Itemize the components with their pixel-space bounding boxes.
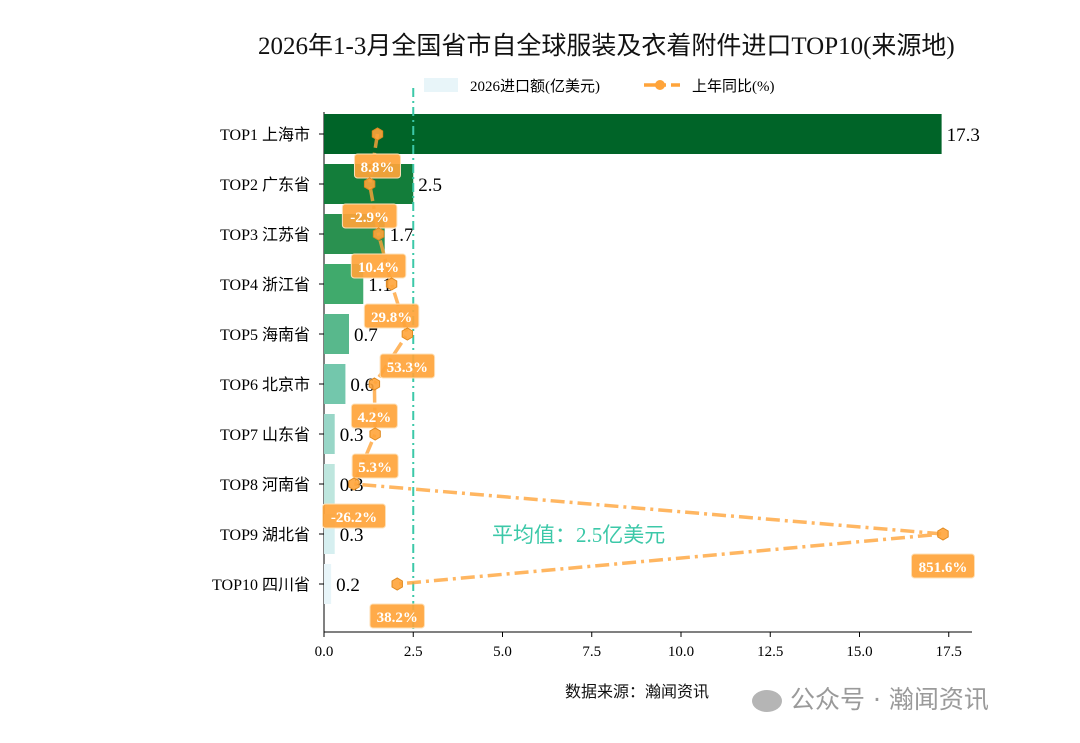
bar xyxy=(324,314,349,354)
x-tick-label: 2.5 xyxy=(404,644,423,660)
svg-text:851.6%: 851.6% xyxy=(919,560,968,576)
yoy-label: -26.2% xyxy=(322,503,386,529)
x-tick-label: 10.0 xyxy=(668,644,694,660)
yoy-point xyxy=(371,127,384,141)
yoy-label: 851.6% xyxy=(911,553,976,579)
svg-text:-2.9%: -2.9% xyxy=(350,210,389,226)
yoy-label: 29.8% xyxy=(363,303,420,329)
y-tick-label: TOP1 上海市 xyxy=(220,126,310,144)
x-tick-label: 5.0 xyxy=(493,644,512,660)
y-tick-label: TOP6 北京市 xyxy=(220,376,310,394)
y-tick-label: TOP4 浙江省 xyxy=(220,276,310,294)
x-tick-label: 7.5 xyxy=(582,644,601,660)
yoy-line xyxy=(351,133,944,586)
legend-bar-label: 2026进口额(亿美元) xyxy=(470,78,600,95)
svg-text:10.4%: 10.4% xyxy=(358,260,399,276)
svg-text:8.8%: 8.8% xyxy=(361,160,395,176)
legend-bar-swatch xyxy=(424,78,458,92)
legend-line-label: 上年同比(%) xyxy=(692,78,775,95)
yoy-point xyxy=(363,177,376,191)
chart-title: 2026年1-3月全国省市自全球服装及衣着附件进口TOP10(来源地) xyxy=(258,33,955,60)
source-note: 数据来源：瀚闻资讯 xyxy=(565,684,710,701)
watermark: 公众号 · 瀚闻资讯 xyxy=(752,680,989,716)
yoy-point xyxy=(385,277,398,291)
y-tick-label: TOP7 山东省 xyxy=(220,426,310,444)
bar xyxy=(324,414,335,454)
yoy-point xyxy=(391,577,403,591)
yoy-label: 8.8% xyxy=(353,153,401,179)
bar-value-label: 0.3 xyxy=(340,525,364,546)
average-label: 平均值：2.5亿美元 xyxy=(492,523,665,547)
yoy-label: 10.4% xyxy=(350,253,407,279)
yoy-label: 5.3% xyxy=(351,453,399,479)
yoy-point xyxy=(372,227,385,241)
svg-text:5.3%: 5.3% xyxy=(358,460,392,476)
svg-text:29.8%: 29.8% xyxy=(371,310,412,326)
yoy-point xyxy=(368,377,381,391)
wechat-icon xyxy=(752,690,782,712)
svg-text:4.2%: 4.2% xyxy=(358,410,392,426)
x-tick-label: 15.0 xyxy=(846,644,872,660)
y-tick-label: TOP5 海南省 xyxy=(220,326,310,344)
bar-value-label: 17.3 xyxy=(947,125,980,146)
x-tick-label: 12.5 xyxy=(757,644,783,660)
y-tick-label: TOP3 江苏省 xyxy=(220,226,310,244)
bar-value-label: 1.1 xyxy=(368,275,392,296)
svg-text:38.2%: 38.2% xyxy=(377,610,418,626)
svg-text:-26.2%: -26.2% xyxy=(331,510,377,526)
yoy-label: 38.2% xyxy=(369,603,425,629)
y-tick-label: TOP8 河南省 xyxy=(220,476,310,494)
yoy-point xyxy=(937,527,949,541)
bar xyxy=(324,564,332,604)
bar-value-label: 2.5 xyxy=(418,175,442,196)
yoy-label: 53.3% xyxy=(379,353,436,379)
bar xyxy=(324,114,942,154)
bar-value-label: 0.3 xyxy=(340,425,364,446)
bar-value-label: 0.7 xyxy=(354,325,378,346)
y-tick-label: TOP9 湖北省 xyxy=(220,526,310,544)
x-tick-label: 17.5 xyxy=(936,644,962,660)
bar-value-label: 0.6 xyxy=(350,375,374,396)
bar xyxy=(324,514,335,554)
bar-value-label: 1.7 xyxy=(390,225,414,246)
watermark-text: 公众号 · 瀚闻资讯 xyxy=(790,685,989,714)
yoy-point xyxy=(369,427,381,441)
yoy-label: 4.2% xyxy=(350,403,398,429)
bar xyxy=(324,364,346,404)
yoy-label: -2.9% xyxy=(341,203,398,229)
yoy-point xyxy=(348,477,360,491)
bar xyxy=(324,464,335,504)
svg-text:53.3%: 53.3% xyxy=(387,360,428,376)
yoy-point xyxy=(401,327,414,341)
y-tick-label: TOP10 四川省 xyxy=(212,576,310,594)
bar-value-label: 0.2 xyxy=(336,575,360,596)
x-tick-label: 0.0 xyxy=(315,644,334,660)
y-tick-label: TOP2 广东省 xyxy=(220,176,310,194)
legend-line-marker xyxy=(655,80,665,90)
